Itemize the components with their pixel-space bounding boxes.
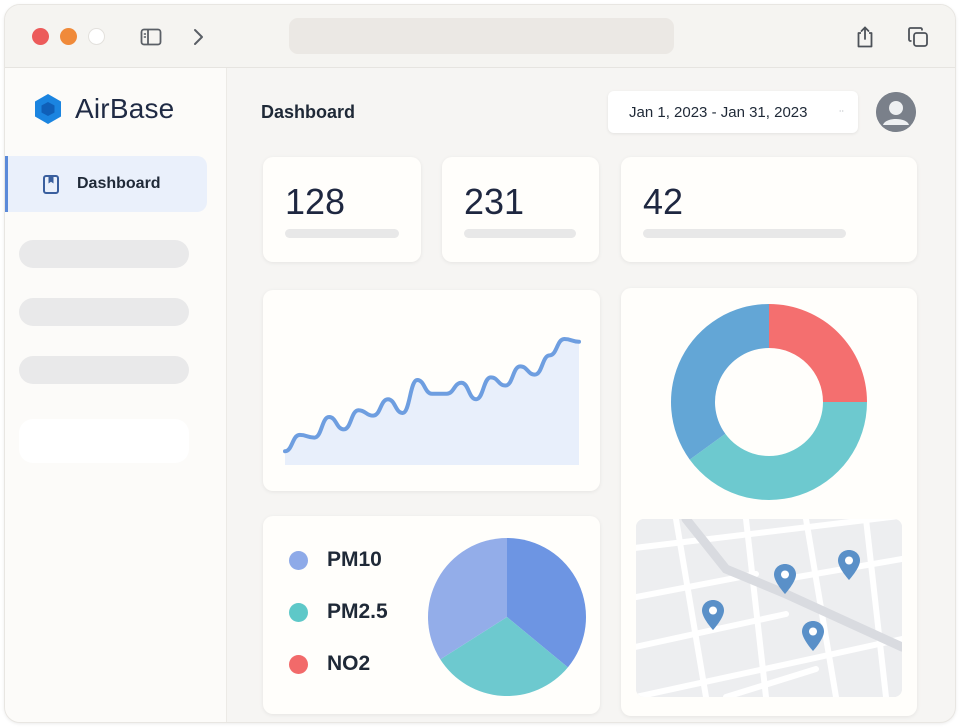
date-range-value: Jan 1, 2023 - Jan 31, 2023 [629,103,808,121]
stat-value: 231 [464,181,525,222]
browser-window: AirBase Dashboard Dashboard Jan 1, 2023 … [4,4,956,723]
user-avatar-icon[interactable] [876,92,916,132]
app-name: AirBase [75,93,175,124]
stat-label-placeholder [464,229,576,238]
donut-segment [671,304,769,460]
pie-chart [428,538,586,696]
legend-item-pm10[interactable]: PM10 [289,548,382,572]
minimize-window-button[interactable] [60,28,77,45]
sidebar-item-label: Dashboard [77,175,161,192]
dropdown-caret-icon: ⋅⋅ [838,107,844,116]
legend-swatch [289,602,308,622]
line-chart-card[interactable] [263,290,600,491]
map-pin-icon[interactable] [837,549,861,581]
pie-slice [428,538,507,660]
legend-swatch [289,654,308,674]
legend-item-pm25[interactable]: PM2.5 [289,600,388,624]
donut-map-card[interactable] [621,288,917,716]
area-fill [285,338,579,465]
donut-segment [689,402,867,500]
stat-value: 42 [643,181,684,222]
legend-swatch [289,550,308,570]
legend-label: NO2 [327,652,371,675]
address-bar[interactable] [289,18,674,54]
map-pin-icon[interactable] [701,599,725,631]
sidebar-item-dashboard[interactable]: Dashboard [5,156,207,212]
forward-chevron-icon[interactable] [186,25,210,49]
stat-value: 128 [285,181,346,222]
stat-label-placeholder [285,229,399,238]
map-pin-icon[interactable] [773,563,797,595]
stat-card[interactable]: 231 [442,157,599,262]
stat-card[interactable]: 42 [621,157,917,262]
legend-label: PM2.5 [327,600,388,623]
main-content: Dashboard Jan 1, 2023 - Jan 31, 2023 ⋅⋅ … [227,68,955,722]
title-bar [5,5,955,68]
sidebar-item-placeholder[interactable] [19,298,189,326]
hexagon-logo-icon [35,94,61,124]
sidebar: AirBase Dashboard [5,68,227,722]
donut-segment [769,304,867,402]
share-icon[interactable] [853,25,877,49]
legend-label: PM10 [327,548,382,571]
close-window-button[interactable] [32,28,49,45]
copy-icon[interactable] [906,25,930,49]
line-chart [283,336,581,465]
map-view[interactable] [636,519,902,697]
series-line [283,336,581,454]
pie-chart-card[interactable]: PM10 PM2.5 NO2 [263,516,600,714]
active-indicator [5,156,8,212]
legend-item-no2[interactable]: NO2 [289,652,370,676]
sidebar-item-placeholder[interactable] [19,419,189,463]
bookmark-icon [43,175,59,194]
sidebar-item-placeholder[interactable] [19,240,189,268]
map-pin-icon[interactable] [801,620,825,652]
date-range-picker[interactable]: Jan 1, 2023 - Jan 31, 2023 ⋅⋅ [608,91,858,133]
pie-slice [507,538,586,668]
street-map [636,519,902,697]
sidebar-item-placeholder[interactable] [19,356,189,384]
donut-chart [671,304,867,500]
page-title: Dashboard [261,102,356,122]
stat-label-placeholder [643,229,846,238]
pie-slice [440,617,568,696]
sidebar-toggle-icon[interactable] [139,25,163,49]
stat-card[interactable]: 128 [263,157,421,262]
maximize-window-button[interactable] [88,28,105,45]
app-logo[interactable]: AirBase [33,93,174,125]
